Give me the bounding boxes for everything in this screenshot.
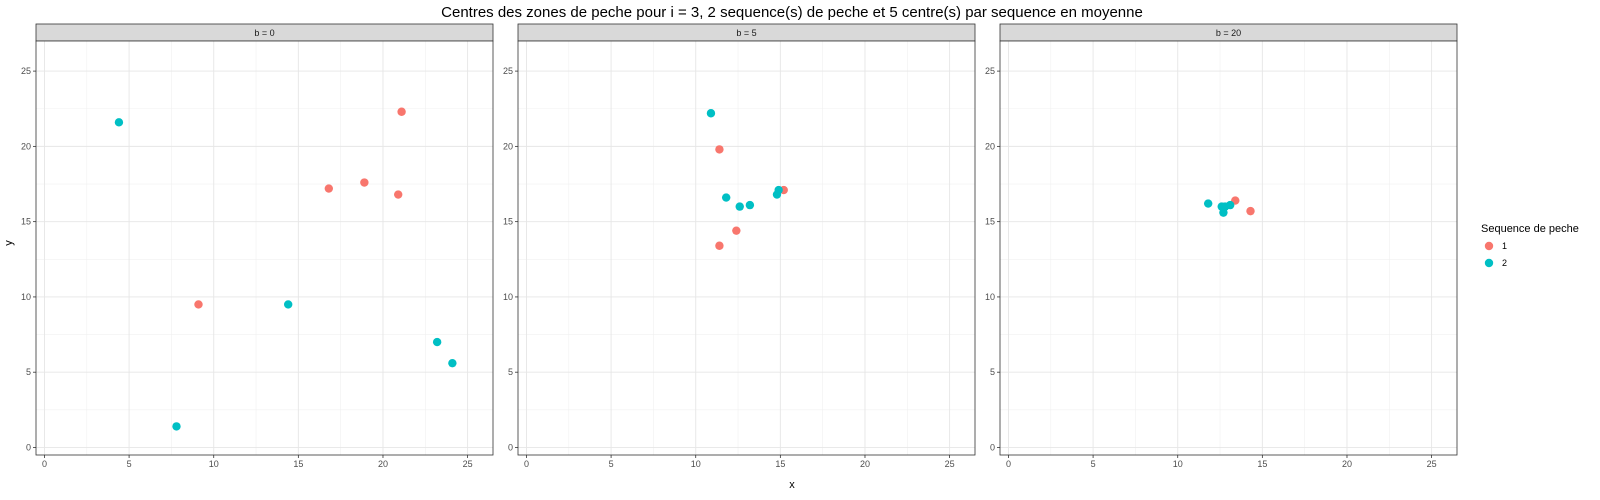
x-tick-label: 0 [42,459,47,469]
data-point-seq-2 [1219,208,1228,217]
data-point-seq-1 [360,178,369,187]
data-point-seq-2 [283,300,293,309]
x-tick-label: 20 [1342,459,1352,469]
x-tick-label: 25 [945,459,955,469]
y-tick-label: 10 [21,292,31,302]
y-tick-label: 0 [990,442,995,452]
data-point-seq-1 [324,184,334,193]
panel-background [36,41,493,455]
y-tick-label: 5 [990,367,995,377]
legend-label-2: 2 [1502,258,1507,268]
x-tick-label: 20 [860,459,870,469]
y-tick-label: 25 [503,66,513,76]
facet-panel: b = 20 0 5 10 15 20 25 0 5 10 15 20 25 [985,23,1458,469]
panel-border [517,40,976,456]
x-tick-label: 5 [1091,459,1096,469]
chart-title: Centres des zones de peche pour i = 3, 2… [441,4,1143,21]
data-point-seq-1 [394,190,403,199]
y-axis-title: y [3,240,15,246]
x-tick-label: 25 [1427,459,1437,469]
data-point-seq-2 [774,185,783,195]
facet-strip-label: b = 5 [736,28,756,38]
legend-key-2 [1484,258,1494,268]
data-point-seq-2 [706,109,716,118]
facet-panels: b = 0 0 5 10 15 20 25 0 5 10 15 20 25 b = 5 0 5 10 15 20 25… [21,23,1458,469]
panel-background [518,41,975,455]
x-tick-label: 0 [524,459,529,469]
x-tick-label: 15 [293,459,303,469]
y-tick-label: 25 [21,66,31,76]
y-tick-label: 5 [26,367,31,377]
x-axis-title: x [789,479,795,491]
data-point-seq-1 [715,145,724,154]
y-tick-label: 0 [26,442,31,452]
legend-title: Sequence de peche [1481,223,1579,235]
x-tick-label: 25 [463,459,473,469]
panel-border [999,40,1458,456]
data-point-seq-2 [735,202,744,211]
data-point-seq-1 [397,107,406,116]
data-point-seq-2 [1203,199,1213,208]
y-tick-label: 15 [503,217,513,227]
data-point-seq-2 [721,193,731,202]
y-tick-label: 20 [503,141,513,151]
data-point-seq-1 [194,300,203,309]
data-point-seq-2 [448,358,457,368]
x-tick-label: 10 [691,459,701,469]
data-point-seq-1 [732,226,741,235]
x-tick-label: 0 [1006,459,1011,469]
x-tick-label: 10 [209,459,219,469]
y-tick-label: 15 [985,217,995,227]
y-tick-label: 10 [503,292,513,302]
y-tick-label: 10 [985,292,995,302]
legend: Sequence de peche 1 2 [1481,223,1579,268]
y-tick-label: 25 [985,66,995,76]
facet-strip-label: b = 20 [1216,28,1241,38]
x-tick-label: 20 [378,459,388,469]
legend-label-1: 1 [1502,241,1507,251]
data-point-seq-1 [1246,206,1255,216]
data-point-seq-2 [1225,200,1235,210]
data-point-seq-2 [114,118,124,127]
y-tick-label: 20 [21,141,31,151]
y-tick-label: 20 [985,141,995,151]
x-tick-label: 10 [1173,459,1183,469]
x-tick-label: 5 [127,459,132,469]
y-tick-label: 5 [508,367,513,377]
data-point-seq-2 [745,200,755,210]
x-tick-label: 15 [775,459,785,469]
panel-background [1000,41,1457,455]
x-tick-label: 15 [1257,459,1267,469]
data-point-seq-2 [172,422,181,431]
data-point-seq-2 [432,337,442,347]
y-tick-label: 15 [21,217,31,227]
panel-border [35,40,494,456]
data-point-seq-1 [715,241,724,250]
facet-strip-label: b = 0 [254,28,274,38]
facet-panel: b = 0 0 5 10 15 20 25 0 5 10 15 20 25 [21,23,494,469]
y-tick-label: 0 [508,442,513,452]
facet-panel: b = 5 0 5 10 15 20 25 0 5 10 15 20 25 [503,23,976,469]
x-tick-label: 5 [609,459,614,469]
legend-key-1 [1484,241,1494,251]
